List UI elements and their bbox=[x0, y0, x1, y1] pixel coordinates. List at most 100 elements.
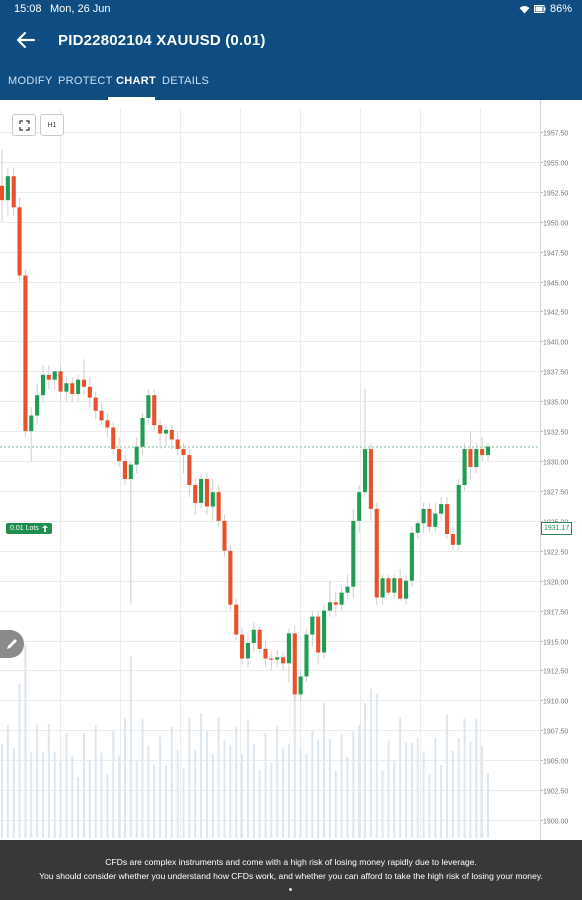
volume-bar bbox=[71, 756, 74, 838]
volume-bar bbox=[153, 764, 156, 838]
battery-level: 86% bbox=[549, 3, 572, 15]
volume-bar bbox=[159, 736, 162, 838]
y-axis-label: 1922.50 bbox=[543, 550, 568, 557]
candle bbox=[339, 592, 344, 605]
volume-bar bbox=[346, 757, 349, 838]
candle bbox=[87, 386, 92, 398]
volume-bar bbox=[451, 751, 454, 838]
candle bbox=[216, 492, 221, 521]
volume-bar bbox=[47, 724, 50, 838]
volume-bar bbox=[129, 656, 132, 838]
volume-bar bbox=[6, 725, 9, 838]
chart-canvas[interactable]: 1957.50 1955.00 1952.50 1950.00 1947.50 1945.… bbox=[0, 100, 582, 840]
arrow-up-icon bbox=[41, 525, 48, 532]
y-axis-label: 1920.00 bbox=[543, 580, 568, 587]
candle bbox=[46, 374, 51, 380]
volume-bar bbox=[182, 768, 185, 838]
tab-modify[interactable]: MODIFY bbox=[8, 75, 53, 87]
candle bbox=[228, 550, 233, 605]
volume-bar bbox=[18, 684, 21, 838]
candle bbox=[140, 417, 145, 447]
candle bbox=[158, 425, 163, 434]
volume-bar bbox=[200, 713, 203, 838]
candle bbox=[485, 446, 491, 456]
candle bbox=[93, 397, 98, 411]
candle bbox=[263, 648, 268, 659]
y-axis-label: 1902.50 bbox=[543, 789, 568, 796]
candle bbox=[128, 464, 133, 479]
tab-bar: MODIFY PROTECT CHART DETAILS bbox=[0, 64, 582, 100]
volume-bar bbox=[164, 765, 167, 838]
candle bbox=[23, 275, 28, 432]
volume-bar bbox=[428, 774, 431, 838]
candle bbox=[181, 449, 186, 456]
position-lots-label: 0.01 Lots bbox=[10, 525, 39, 532]
tab-details[interactable]: DETAILS bbox=[162, 75, 210, 87]
back-arrow-icon[interactable] bbox=[14, 28, 38, 52]
candle bbox=[392, 578, 397, 593]
volume-bar bbox=[287, 744, 290, 838]
volume-bar bbox=[24, 644, 27, 838]
tab-protect[interactable]: PROTECT bbox=[58, 75, 113, 87]
volume-bar bbox=[65, 733, 68, 838]
y-axis-label: 1947.50 bbox=[543, 251, 568, 258]
volume-bar bbox=[94, 725, 97, 838]
candle bbox=[450, 534, 455, 545]
candle bbox=[134, 446, 139, 465]
edit-button[interactable] bbox=[0, 630, 24, 658]
candle bbox=[175, 439, 180, 450]
volume-bar bbox=[36, 724, 39, 838]
candle bbox=[146, 395, 151, 418]
volume-bar bbox=[77, 777, 80, 838]
fullscreen-button[interactable] bbox=[12, 114, 36, 136]
candle bbox=[444, 504, 450, 535]
y-axis-label: 1915.00 bbox=[543, 640, 568, 647]
candle bbox=[169, 429, 174, 440]
volume-bar bbox=[375, 693, 378, 838]
candle bbox=[368, 449, 373, 509]
candle bbox=[439, 504, 444, 514]
volume-bar bbox=[112, 730, 115, 838]
volume-bar bbox=[223, 740, 226, 838]
disclaimer-line-2: You should consider whether you understa… bbox=[39, 871, 543, 881]
candle bbox=[222, 520, 227, 551]
candle bbox=[321, 610, 327, 653]
volume-bar bbox=[276, 726, 279, 838]
volume-bar bbox=[264, 733, 267, 838]
candle bbox=[5, 176, 10, 201]
position-lots-tag[interactable]: 0.01 Lots bbox=[6, 523, 52, 534]
price-chart[interactable]: 1957.50 1955.00 1952.50 1950.00 1947.50 1945.… bbox=[0, 100, 582, 840]
candle bbox=[245, 642, 250, 659]
y-axis-label: 1927.50 bbox=[543, 490, 568, 497]
tab-chart[interactable]: CHART bbox=[116, 75, 156, 87]
candle bbox=[187, 455, 192, 485]
timeframe-button[interactable]: H1 bbox=[40, 114, 64, 136]
wifi-icon bbox=[519, 5, 530, 13]
volume-bar bbox=[358, 725, 361, 838]
y-axis-label: 1905.00 bbox=[543, 759, 568, 766]
volume-bar bbox=[59, 761, 62, 838]
volume-bar bbox=[100, 752, 103, 838]
status-date: Mon, 26 Jun bbox=[50, 3, 111, 15]
volume-bar bbox=[41, 752, 44, 838]
y-axis-label: 1900.00 bbox=[543, 819, 568, 826]
candle bbox=[421, 508, 426, 524]
pencil-icon bbox=[7, 639, 17, 649]
page-title: PID22802104 XAUUSD (0.01) bbox=[58, 32, 266, 49]
y-axis-label: 1935.00 bbox=[543, 400, 568, 407]
candle bbox=[269, 658, 274, 660]
y-axis-label: 1907.50 bbox=[543, 729, 568, 736]
volume-bar bbox=[188, 718, 191, 838]
volume-bar bbox=[416, 737, 419, 838]
candle bbox=[11, 176, 16, 208]
volume-bar bbox=[170, 727, 173, 838]
candle bbox=[29, 415, 34, 432]
volume-bar bbox=[241, 754, 244, 838]
volume-bar bbox=[434, 737, 437, 838]
volume-bar bbox=[82, 733, 85, 838]
volume-bar bbox=[53, 751, 56, 838]
candle bbox=[403, 580, 409, 599]
battery-icon bbox=[533, 5, 546, 13]
y-axis-label: 1952.50 bbox=[543, 191, 568, 198]
volume-bar bbox=[334, 771, 337, 838]
